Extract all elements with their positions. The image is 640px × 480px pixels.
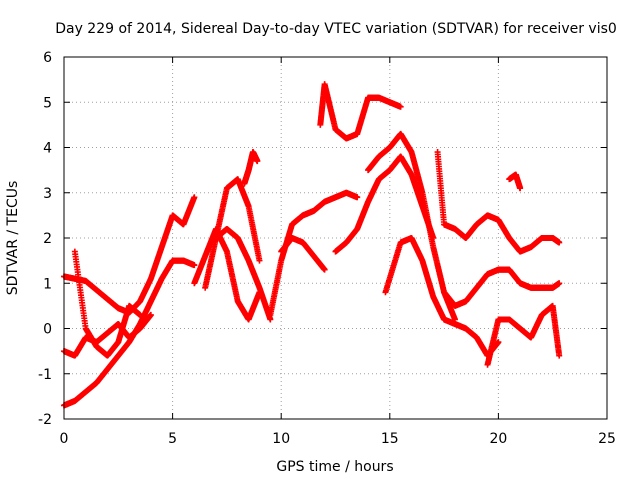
x-tick-label: 10 <box>272 431 290 447</box>
data-point <box>397 103 404 110</box>
series-arc-h <box>241 149 261 187</box>
data-point <box>191 262 198 269</box>
data-point <box>495 339 502 346</box>
data-points <box>61 81 563 409</box>
y-tick-label: 1 <box>43 276 52 292</box>
series-arc-p <box>441 266 563 309</box>
y-tick-label: 2 <box>43 231 52 247</box>
y-tick-labels: -2 -1 0 1 2 3 4 5 6 <box>38 50 52 428</box>
series-arc-q <box>484 302 563 368</box>
data-point <box>321 266 328 273</box>
series-arc-j <box>278 235 328 273</box>
x-tick-labels: 0 5 10 15 20 25 <box>60 431 616 447</box>
y-tick-label: 5 <box>43 95 52 111</box>
y-tick-label: 3 <box>43 186 52 202</box>
series-arc-m <box>365 130 458 323</box>
y-tick-label: 6 <box>43 50 52 66</box>
y-axis-label: SDTVAR / TECUs <box>5 181 21 296</box>
data-point <box>354 194 361 201</box>
axis-ticks <box>63 56 608 420</box>
x-tick-label: 15 <box>381 431 399 447</box>
y-tick-label: -1 <box>38 367 52 383</box>
y-tick-label: -2 <box>38 412 52 428</box>
y-tick-label: 0 <box>43 322 52 338</box>
data-point <box>191 194 198 201</box>
x-axis-label: GPS time / hours <box>276 459 393 475</box>
series-arc-d <box>71 248 144 359</box>
data-point <box>137 311 144 318</box>
data-point <box>147 311 154 318</box>
y-tick-label: 4 <box>43 141 52 157</box>
x-tick-label: 0 <box>60 431 69 447</box>
grid-lines <box>64 57 607 419</box>
series-arc-c <box>61 311 154 359</box>
plot-frame <box>63 56 608 420</box>
series-arc-o <box>434 149 563 255</box>
x-tick-label: 5 <box>168 431 177 447</box>
series-arc-k <box>317 81 404 142</box>
chart-title: Day 229 of 2014, Sidereal Day-to-day VTE… <box>55 21 617 37</box>
series-arc-r <box>506 171 524 192</box>
series-arc-i <box>267 189 361 318</box>
x-tick-label: 25 <box>598 431 616 447</box>
series-arc-l <box>332 153 437 255</box>
series-arc-n <box>382 235 502 359</box>
data-point <box>254 158 261 165</box>
series-arc-f <box>202 176 263 291</box>
data-point <box>256 257 263 264</box>
x-tick-label: 20 <box>489 431 507 447</box>
